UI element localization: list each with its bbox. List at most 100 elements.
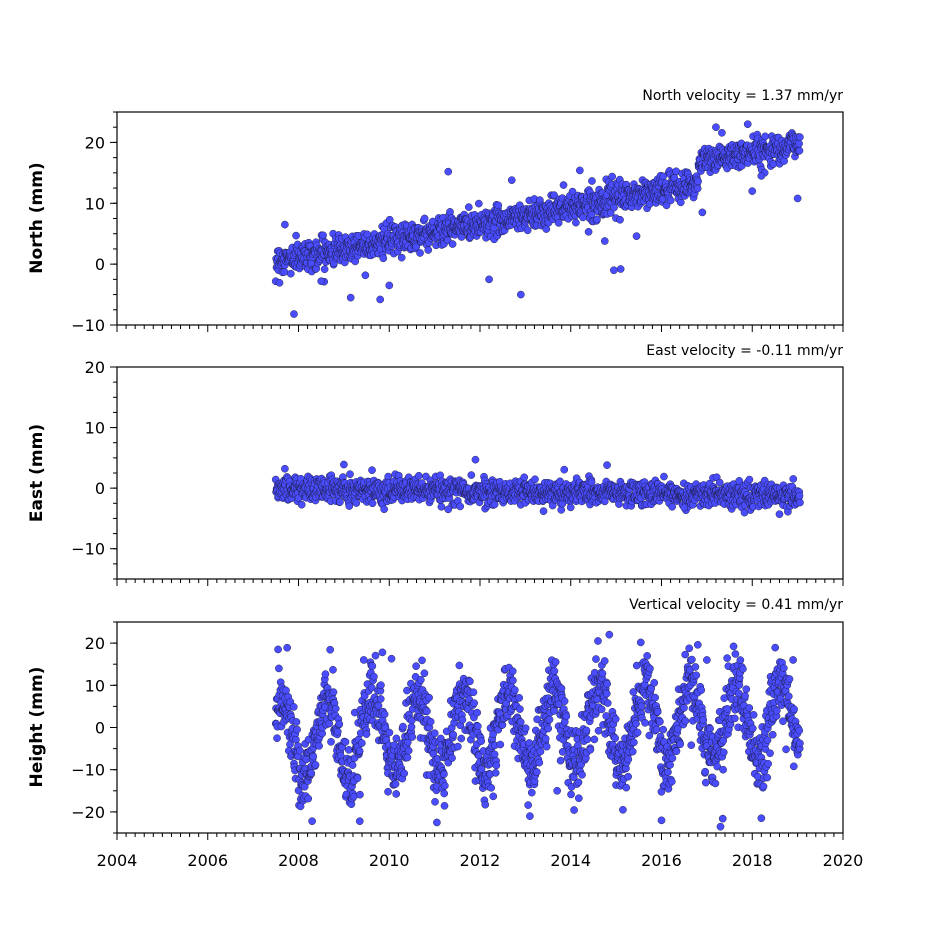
east-data-point [345,502,354,510]
north-data-point [712,123,720,132]
height-data-point [657,816,666,825]
height-data-point [448,754,456,762]
north-data-point [420,214,429,223]
height-data-point [681,650,689,659]
height-data-point [371,651,380,660]
height-data-point [693,640,702,649]
height-data-point [763,736,772,744]
height-data-point [622,783,631,792]
north-data-point [559,181,568,189]
east-data-point [281,464,289,473]
east-data-point [745,475,754,484]
height-data-point [403,686,411,695]
height-data-point [355,817,364,826]
height-data-point [697,686,706,694]
height-data-point [711,779,720,788]
height-data-point [782,745,790,754]
north-data-point [795,146,804,155]
height-data-point [641,719,649,727]
height-data-point [348,761,357,769]
north-data-point [385,281,394,290]
height-data-point [418,656,426,665]
height-data-point [659,725,667,734]
north-data-point [676,198,685,207]
height-data-point [331,704,340,713]
x-tick-label: 2014 [550,851,591,870]
height-y-tick-label: −10 [71,761,105,780]
east-axis-label: East (mm) [27,424,47,522]
east-y-tick-label: 0 [95,479,105,498]
height-data-point [630,738,638,747]
north-data-point [616,215,624,224]
height-data-point [399,722,407,731]
north-data-point [361,271,370,280]
north-points [271,120,804,318]
north-data-point [280,268,289,276]
height-data-point [688,655,696,664]
height-data-point [333,727,342,736]
east-data-point [380,505,388,514]
height-data-point [550,707,558,715]
height-data-point [542,742,551,751]
height-data-point [650,678,659,687]
height-data-point [416,676,425,684]
height-data-point [672,747,681,756]
height-data-point [458,715,467,724]
north-data-point [572,218,580,227]
height-data-point [335,720,344,728]
height-data-point [766,749,774,758]
height-data-point [729,642,738,651]
height-data-point [789,762,798,771]
north-data-point [346,293,355,302]
east-data-point [603,461,611,469]
height-data-point [790,705,798,713]
height-data-point [603,680,611,688]
height-axis-label: Height (mm) [27,667,47,788]
height-data-point [420,669,429,678]
height-data-point [594,637,602,645]
height-data-point [785,675,794,683]
height-data-point [637,702,646,711]
height-data-point [560,697,569,705]
east-data-point [368,499,377,508]
height-data-point [307,769,316,777]
east-data-point [336,498,344,506]
height-data-point [516,718,525,726]
height-data-point [274,645,282,654]
height-data-point [275,664,283,673]
east-data-point [566,503,575,512]
height-data-point [273,734,281,743]
x-tick-label: 2012 [460,851,501,870]
east-points [271,455,804,519]
height-data-point [757,814,766,823]
height-data-point [578,770,586,779]
north-data-point [579,213,587,222]
height-data-point [735,681,744,689]
height-data-point [315,742,323,750]
north-data-point [584,227,593,236]
east-y-tick-label: −10 [71,540,105,559]
north-data-point [424,246,433,254]
east-data-point [715,478,724,487]
east-data-point [346,470,354,479]
north-data-point [593,215,601,224]
height-data-point [590,735,599,744]
north-data-point [610,266,618,275]
height-data-point [403,753,412,762]
height-y-tick-label: 20 [85,634,105,653]
height-data-point [449,730,458,739]
height-data-point [541,734,550,743]
height-data-point [376,695,385,703]
north-data-point [576,166,584,175]
height-data-point [378,648,387,657]
height-data-point [426,717,435,726]
height-data-point [692,671,701,680]
height-data-point [296,746,304,755]
height-data-point [407,723,416,731]
east-data-point [680,503,689,512]
height-data-point [308,817,316,826]
height-data-point [516,705,524,713]
height-data-point [470,699,478,707]
height-data-point [412,662,420,670]
height-data-point [789,656,797,664]
